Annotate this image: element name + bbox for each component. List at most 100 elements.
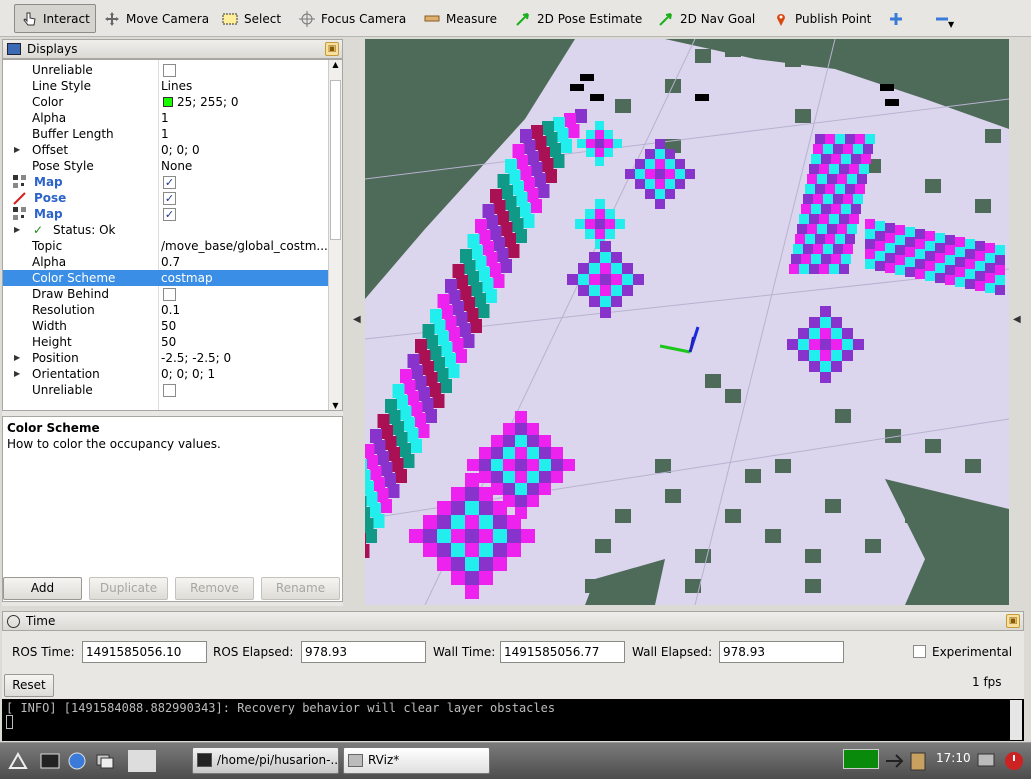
costmap-cell: [452, 301, 464, 315]
window-switcher-icon[interactable]: [95, 750, 115, 772]
experimental-checkbox[interactable]: [913, 645, 926, 658]
property-row[interactable]: Unreliable: [3, 382, 329, 398]
property-checkbox[interactable]: ✓: [163, 176, 176, 189]
scroll-up-icon[interactable]: ▲: [332, 60, 339, 69]
property-row[interactable]: ▶ Position -2.5; -2.5; 0: [3, 350, 329, 366]
property-value[interactable]: costmap: [161, 271, 213, 285]
clipboard-icon[interactable]: [908, 750, 928, 772]
property-row[interactable]: ▶ ✓ Status: Ok: [3, 222, 329, 238]
costmap-cell: [365, 492, 378, 506]
property-row[interactable]: Alpha 1: [3, 110, 329, 126]
property-value[interactable]: 1: [161, 127, 169, 141]
2d-pose-estimate-tool-button[interactable]: 2D Pose Estimate: [509, 4, 643, 33]
float-time-panel-button[interactable]: ▣: [1006, 614, 1020, 628]
property-value[interactable]: /move_base/global_costm...: [161, 239, 328, 253]
map-unknown-region: [365, 39, 575, 299]
expand-arrow-icon[interactable]: ▶: [14, 225, 21, 234]
collapse-right-panel-icon[interactable]: ◀: [1013, 314, 1021, 325]
property-row[interactable]: Map ✓: [3, 206, 329, 222]
property-row[interactable]: Color Scheme costmap: [3, 270, 329, 286]
expand-arrow-icon[interactable]: ▶: [14, 369, 21, 378]
select-tool-button[interactable]: Select: [216, 4, 286, 33]
property-value[interactable]: 0; 0; 0; 1: [161, 367, 216, 381]
reset-button[interactable]: Reset: [4, 674, 54, 697]
remove-display-button[interactable]: Remove: [175, 577, 254, 600]
property-checkbox[interactable]: ✓: [163, 208, 176, 221]
wall-elapsed-field[interactable]: 978.93: [719, 641, 844, 663]
property-row[interactable]: Alpha 0.7: [3, 254, 329, 270]
costmap-cell: [845, 134, 855, 144]
focus-camera-tool-button[interactable]: Focus Camera: [293, 4, 408, 33]
publish-point-tool-button[interactable]: Publish Point: [767, 4, 873, 33]
duplicate-display-button[interactable]: Duplicate: [89, 577, 168, 600]
costmap-cell: [414, 376, 427, 390]
property-row[interactable]: Unreliable: [3, 62, 329, 78]
rviz-task-button[interactable]: RViz*: [343, 747, 490, 774]
console-scrollbar[interactable]: [1010, 700, 1022, 740]
property-row[interactable]: Buffer Length 1: [3, 126, 329, 142]
screen-lock-icon[interactable]: [976, 750, 996, 772]
property-value[interactable]: None: [161, 159, 193, 173]
rviz-launcher-icon[interactable]: [128, 750, 156, 772]
wall-time-field[interactable]: 1491585056.77: [500, 641, 625, 663]
property-value[interactable]: 50: [161, 335, 177, 349]
start-menu-icon[interactable]: [8, 750, 28, 772]
rename-display-button[interactable]: Rename: [261, 577, 340, 600]
2d-nav-goal-tool-button[interactable]: 2D Nav Goal: [652, 4, 757, 33]
property-row[interactable]: Line Style Lines: [3, 78, 329, 94]
terminal-console[interactable]: [ INFO] [1491584088.882990343]: Recovery…: [2, 699, 1024, 741]
browser-launcher-icon[interactable]: [67, 750, 87, 772]
add-display-button[interactable]: Add: [3, 577, 82, 600]
terminal-launcher-icon[interactable]: [40, 750, 60, 772]
collapse-left-panel-icon[interactable]: ◀: [353, 314, 361, 325]
costmap-cell: [600, 307, 611, 318]
property-value[interactable]: 25; 255; 0: [177, 95, 239, 109]
costmap-cell: [851, 154, 861, 164]
color-swatch[interactable]: [163, 97, 173, 107]
property-checkbox[interactable]: ✓: [163, 192, 176, 205]
scroll-down-icon[interactable]: ▼: [332, 401, 339, 410]
property-value[interactable]: 0.7: [161, 255, 181, 269]
property-row[interactable]: Color 25; 255; 0: [3, 94, 329, 110]
property-row[interactable]: Draw Behind: [3, 286, 329, 302]
3d-render-view[interactable]: [365, 39, 1009, 605]
expand-arrow-icon[interactable]: ▶: [14, 353, 21, 362]
property-value[interactable]: 0.1: [161, 303, 181, 317]
ros-elapsed-field[interactable]: 978.93: [301, 641, 426, 663]
property-row[interactable]: Width 50: [3, 318, 329, 334]
move-camera-tool-button[interactable]: Move Camera: [98, 4, 209, 33]
property-row[interactable]: ▶ Orientation 0; 0; 0; 1: [3, 366, 329, 382]
measure-tool-button[interactable]: Measure: [418, 4, 500, 33]
property-row[interactable]: Pose Style None: [3, 158, 329, 174]
power-icon[interactable]: [1004, 750, 1024, 772]
property-value[interactable]: 50: [161, 319, 177, 333]
costmap-cell: [437, 331, 449, 345]
costmap-cell: [380, 499, 392, 513]
property-checkbox[interactable]: [163, 64, 176, 77]
interact-tool-button[interactable]: Interact: [14, 4, 96, 33]
property-row[interactable]: Resolution 0.1: [3, 302, 329, 318]
property-row[interactable]: Map ✓: [3, 174, 329, 190]
property-row[interactable]: ▶ Offset 0; 0; 0: [3, 142, 329, 158]
property-row[interactable]: Topic/move_base/global_costm...: [3, 238, 329, 254]
terminal-task-button[interactable]: /home/pi/husarion-...: [192, 747, 339, 774]
add-tool-button[interactable]: [882, 4, 908, 33]
remove-tool-button[interactable]: ▼: [928, 4, 958, 33]
tree-scrollbar[interactable]: ▲ ▼: [328, 60, 342, 410]
scroll-thumb[interactable]: [330, 80, 341, 240]
property-value[interactable]: 1: [161, 111, 169, 125]
property-checkbox[interactable]: [163, 384, 176, 397]
costmap-cell: [482, 241, 494, 255]
expand-arrow-icon[interactable]: ▶: [14, 145, 21, 154]
float-panel-button[interactable]: ▣: [325, 42, 339, 56]
property-value[interactable]: 0; 0; 0: [161, 143, 200, 157]
property-row[interactable]: Height 50: [3, 334, 329, 350]
network-icon[interactable]: [884, 750, 904, 772]
costmap-cell: [479, 515, 493, 529]
property-row[interactable]: Pose ✓: [3, 190, 329, 206]
costmap-cell: [820, 339, 831, 350]
property-value[interactable]: -2.5; -2.5; 0: [161, 351, 232, 365]
ros-time-field[interactable]: 1491585056.10: [82, 641, 207, 663]
property-checkbox[interactable]: [163, 288, 176, 301]
property-value[interactable]: Lines: [161, 79, 193, 93]
